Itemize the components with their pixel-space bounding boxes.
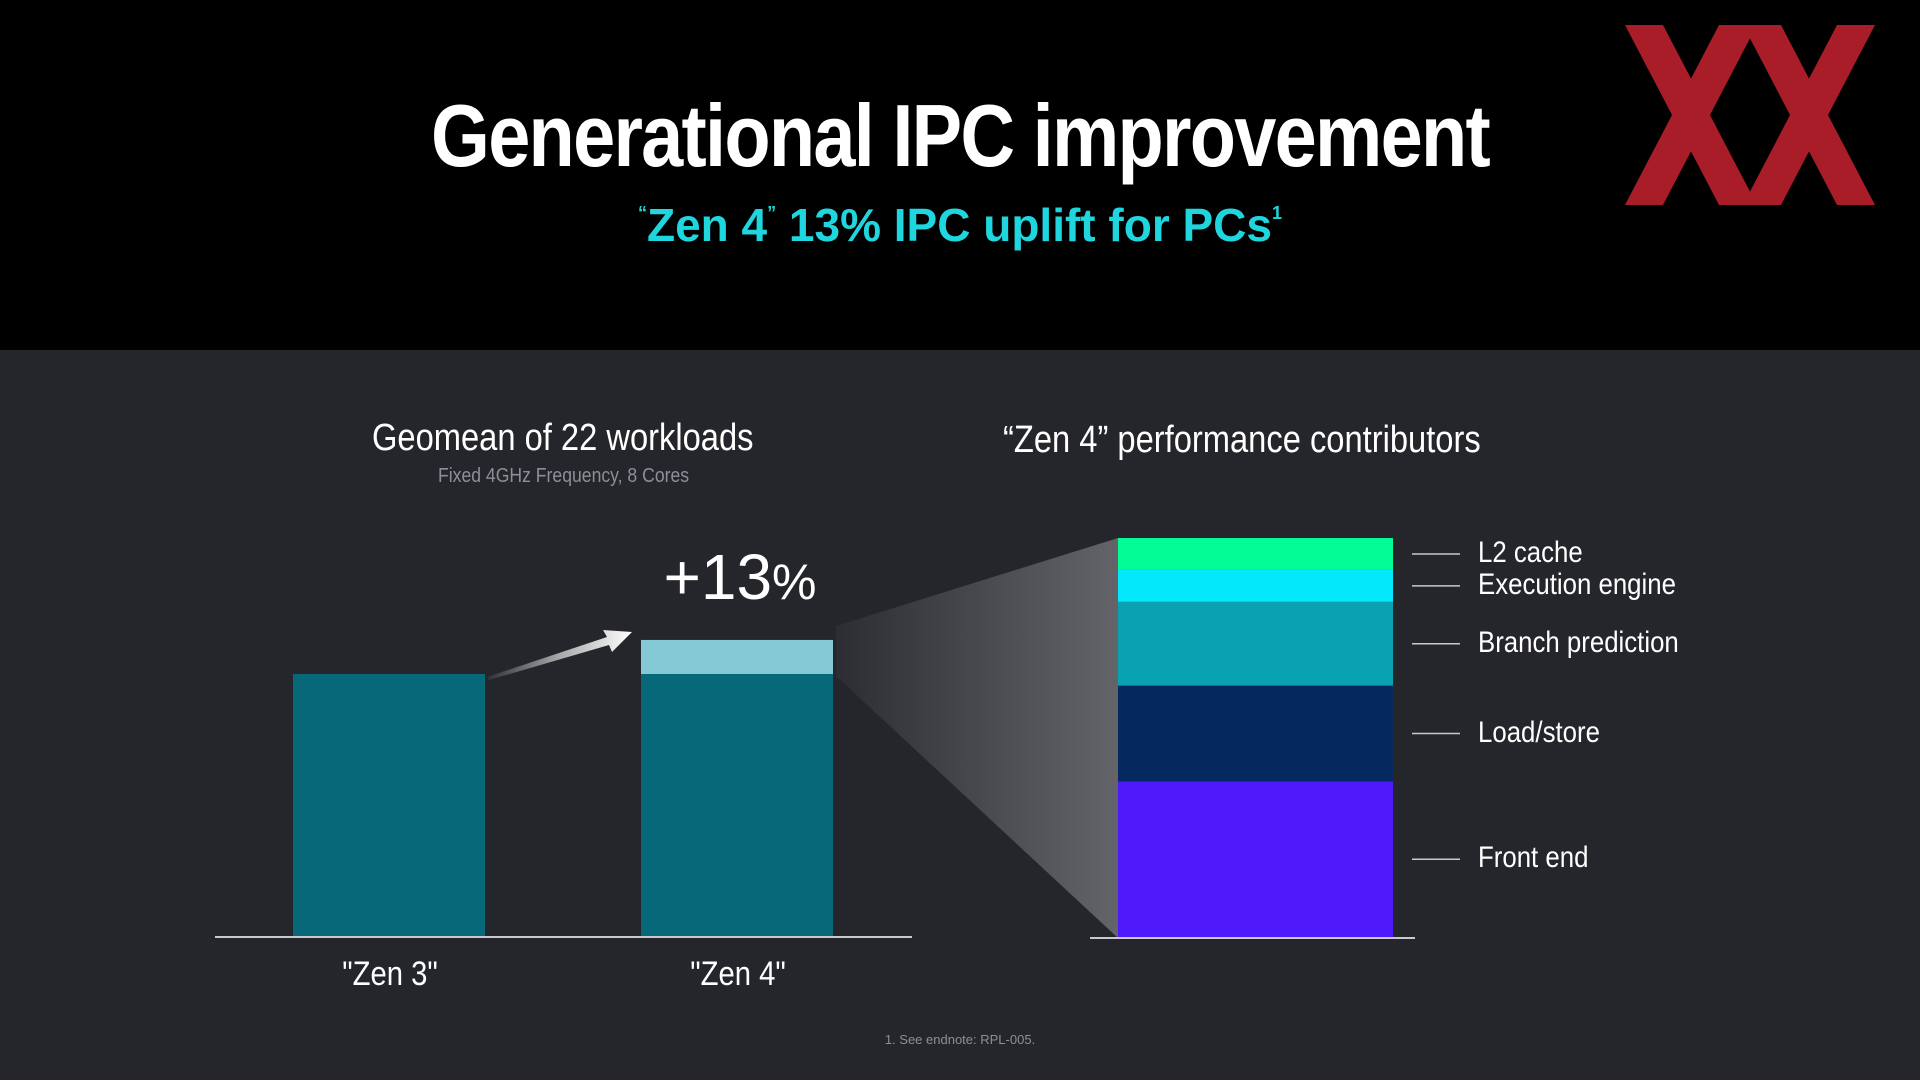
segment-front-end bbox=[1118, 781, 1393, 937]
segment-l2-cache bbox=[1118, 538, 1393, 570]
left-chart-title: Geomean of 22 workloads bbox=[372, 417, 754, 459]
left-chart-note: Fixed 4GHz Frequency, 8 Cores bbox=[438, 465, 690, 487]
segment-branch-prediction bbox=[1118, 601, 1393, 686]
legend-label-execution-engine: Execution engine bbox=[1478, 567, 1676, 601]
bar-zen3 bbox=[293, 674, 485, 936]
bar-zen4-uplift bbox=[641, 639, 833, 674]
category-label-zen4: "Zen 4" bbox=[690, 955, 786, 993]
uplift-label: +13% bbox=[620, 540, 860, 614]
right-chart-title: “Zen 4” performance contributors bbox=[1003, 419, 1481, 461]
subtitle-open-quote: “ bbox=[637, 203, 647, 223]
slide-subtitle: “Zen 4” 13% IPC uplift for PCs1 bbox=[0, 200, 1920, 251]
uplift-arrow-icon bbox=[487, 630, 632, 680]
legend-label-front-end: Front end bbox=[1478, 841, 1589, 875]
uplift-unit: % bbox=[772, 554, 817, 610]
bar-zen4 bbox=[641, 674, 833, 936]
header-band bbox=[0, 0, 1920, 350]
legend-label-load-store: Load/store bbox=[1478, 715, 1600, 749]
subtitle-close-quote: ” bbox=[767, 203, 777, 223]
subtitle-footnote-mark: 1 bbox=[1272, 203, 1283, 223]
subtitle-text: 13% IPC uplift for PCs bbox=[788, 199, 1272, 251]
uplift-value: +13 bbox=[663, 541, 773, 613]
slide-title: Generational IPC improvement bbox=[431, 86, 1491, 185]
category-label-zen3: "Zen 3" bbox=[342, 955, 438, 993]
legend-label-branch-prediction: Branch prediction bbox=[1478, 625, 1679, 659]
xx-logo-icon bbox=[1625, 25, 1875, 205]
subtitle-product-name: Zen 4 bbox=[646, 199, 768, 251]
footnote: 1. See endnote: RPL-005. bbox=[884, 1032, 1036, 1047]
segment-load-store bbox=[1118, 685, 1393, 782]
zoom-funnel bbox=[836, 538, 1118, 938]
segment-execution-engine bbox=[1118, 569, 1393, 602]
legend-label-l2-cache: L2 cache bbox=[1478, 535, 1583, 569]
